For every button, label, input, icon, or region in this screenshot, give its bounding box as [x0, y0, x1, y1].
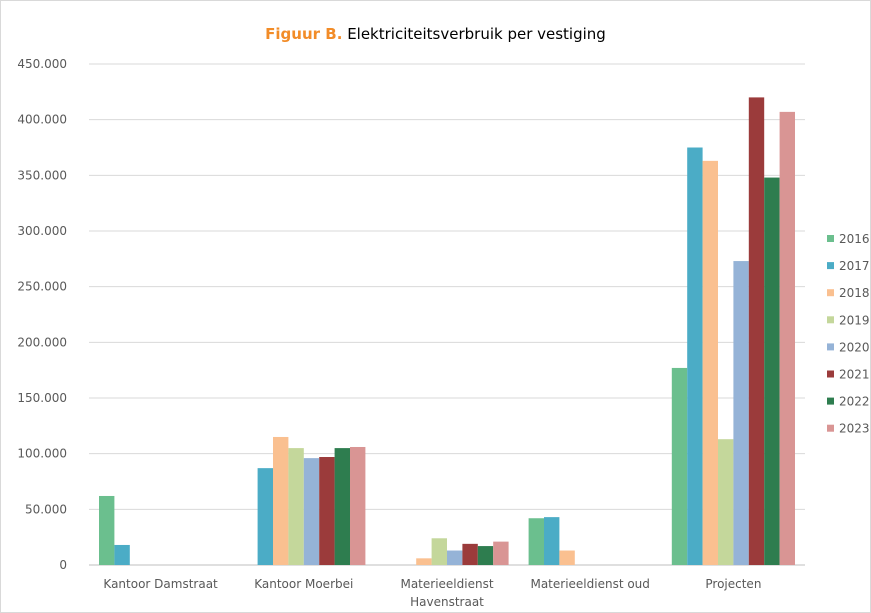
x-category-label: Projecten [705, 577, 761, 591]
chart-title-prefix: Figuur B. [265, 25, 343, 43]
bar-2016-4 [528, 518, 544, 565]
bar-2017-5 [687, 147, 703, 565]
bar-2022-5 [764, 177, 780, 565]
legend-label: 2016 [839, 232, 870, 246]
bar-2018-4 [559, 550, 575, 565]
bar-2018-3 [416, 558, 432, 565]
bar-2020-3 [447, 550, 463, 565]
bar-2019-5 [718, 439, 734, 565]
x-category-label: Kantoor Damstraat [103, 577, 218, 591]
y-tick-label: 350.000 [17, 168, 67, 182]
bar-2021-5 [748, 97, 765, 566]
bar-2017-4 [544, 517, 560, 565]
chart-title-text: Elektriciteitsverbruik per vestiging [347, 25, 606, 43]
bar-2022-3 [477, 546, 494, 565]
legend-label: 2017 [839, 259, 870, 273]
legend-swatch-2020 [827, 343, 834, 351]
x-category-label: Kantoor Moerbei [254, 577, 353, 591]
bar-2021-3 [462, 543, 478, 565]
bar-2020-2 [303, 458, 320, 565]
legend-swatch-2019 [827, 316, 834, 324]
legend-swatch-2017 [827, 262, 834, 270]
bar-2023-2 [350, 446, 366, 565]
y-tick-label: 200.000 [17, 335, 67, 349]
y-tick-label: 50.000 [25, 502, 67, 516]
x-category-label: Materieeldienst [400, 577, 493, 591]
bar-2023-3 [493, 541, 509, 565]
bar-2023-5 [779, 111, 795, 565]
chart-title: Figuur B. Elektriciteitsverbruik per ves… [1, 25, 870, 43]
bar-2021-2 [319, 457, 335, 565]
legend-label: 2022 [839, 395, 870, 409]
legend-swatch-2023 [827, 424, 834, 432]
x-category-label: Havenstraat [410, 595, 484, 609]
legend-label: 2018 [839, 286, 870, 300]
y-tick-label: 150.000 [17, 391, 67, 405]
bar-2018-2 [273, 436, 289, 565]
legend-label: 2021 [839, 368, 870, 382]
y-tick-label: 300.000 [17, 224, 67, 238]
bar-2018-5 [702, 160, 718, 566]
y-tick-label: 450.000 [17, 57, 67, 71]
y-tick-label: 0 [59, 558, 67, 572]
bar-2020-5 [733, 261, 749, 565]
bar-2016-5 [671, 367, 688, 565]
legend-label: 2023 [839, 422, 870, 436]
bar-2016-1 [99, 495, 115, 565]
legend-label: 2020 [839, 340, 870, 354]
bar-2017-1 [114, 544, 130, 565]
bar-2019-2 [288, 448, 304, 565]
x-category-label: Materieeldienst oud [530, 577, 649, 591]
legend-swatch-2022 [827, 397, 834, 405]
bar-2022-2 [334, 448, 350, 565]
y-tick-label: 400.000 [17, 113, 67, 127]
legend-swatch-2021 [827, 370, 834, 378]
bar-2019-3 [431, 538, 447, 565]
legend-swatch-2016 [827, 235, 834, 242]
legend-label: 2019 [839, 313, 870, 327]
bar-2017-2 [257, 468, 273, 565]
legend-swatch-2018 [827, 289, 834, 297]
y-tick-label: 250.000 [17, 280, 67, 294]
y-tick-label: 100.000 [17, 447, 67, 461]
